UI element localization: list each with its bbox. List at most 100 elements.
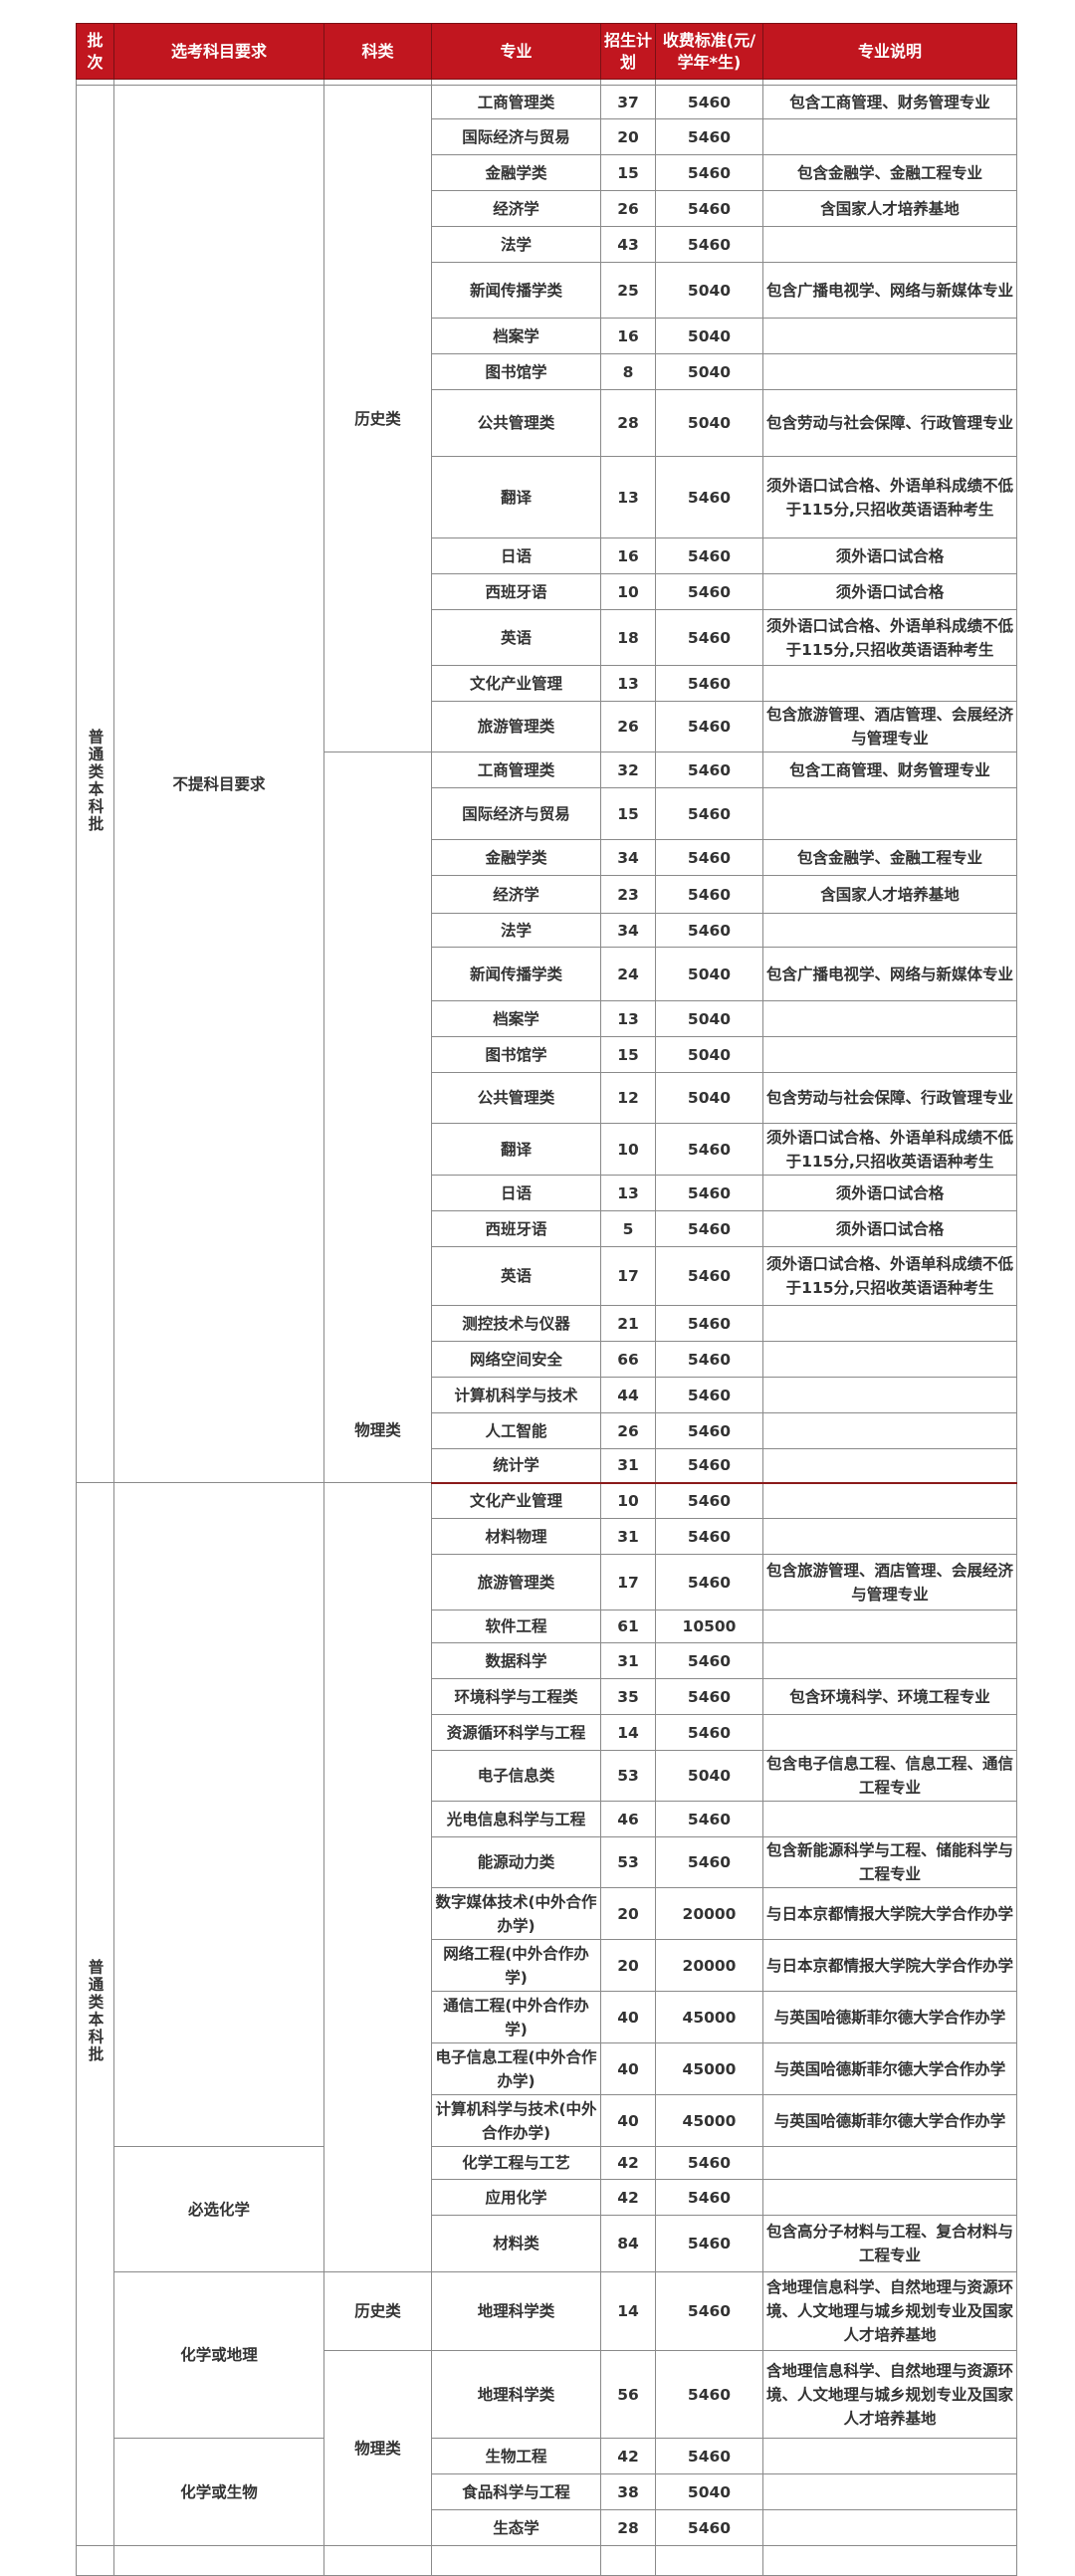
fee-cell: 10500 [655, 1610, 763, 1643]
plan-cell: 24 [600, 947, 656, 1001]
fee-cell: 5460 [655, 2215, 763, 2272]
plan-cell: 31 [600, 1518, 656, 1555]
plan-cell-text: 31 [617, 1651, 639, 1670]
fee-cell: 5460 [655, 839, 763, 876]
table-row: 生态学 28 5460 [77, 2509, 1017, 2546]
desc-cell: 包含环境科学、环境工程专业 [762, 1678, 1017, 1715]
desc-cell: 包含旅游管理、酒店管理、会展经济与管理专业 [762, 1554, 1017, 1610]
table-row: 西班牙语 10 5460 须外语口试合格 [77, 573, 1017, 610]
desc-cell [762, 1642, 1017, 1679]
major-cell: 工商管理类 [431, 751, 601, 788]
fee-cell-text: 5460 [687, 1723, 732, 1742]
major-cell-text: 新闻传播学类 [469, 281, 562, 300]
plan-cell: 84 [600, 2215, 656, 2272]
plan-cell: 53 [600, 1750, 656, 1802]
fee-cell-text: 5040 [687, 965, 732, 983]
plan-cell: 12 [600, 1072, 656, 1124]
major-cell-text: 旅游管理类 [477, 718, 555, 736]
fee-cell: 5460 [655, 1642, 763, 1679]
table-row: 金融学类 34 5460 包含金融学、金融工程专业 [77, 839, 1017, 876]
desc-cell-text: 含地理信息科学、自然地理与资源环境、人文地理与城乡规划专业及国家人才培养基地 [766, 2361, 1014, 2428]
table-row: 食品科学与工程 38 5040 [77, 2473, 1017, 2510]
desc-cell: 包含金融学、金融工程专业 [762, 839, 1017, 876]
plan-cell-text: 10 [617, 582, 639, 601]
fee-cell: 5460 [655, 1246, 763, 1306]
empty-cell [113, 2545, 324, 2576]
desc-cell: 须外语口试合格、外语单科成绩不低于115分,只招收英语语种考生 [762, 1123, 1017, 1176]
plan-cell: 61 [600, 1610, 656, 1643]
major-cell: 软件工程 [431, 1610, 601, 1643]
desc-cell: 包含电子信息工程、信息工程、通信工程专业 [762, 1750, 1017, 1802]
fee-cell-text: 5460 [687, 1527, 732, 1546]
major-cell-text: 人工智能 [485, 1421, 547, 1440]
fee-cell-text: 5040 [687, 1089, 732, 1107]
plan-cell: 40 [600, 2042, 656, 2095]
fee-cell: 5460 [655, 456, 763, 538]
desc-cell: 须外语口试合格、外语单科成绩不低于115分,只招收英语语种考生 [762, 609, 1017, 666]
major-cell: 英语 [431, 1246, 601, 1306]
plan-cell-text: 26 [617, 718, 639, 736]
major-cell: 数字媒体技术(中外合作办学) [431, 1887, 601, 1940]
table-row: 应用化学 42 5460 [77, 2179, 1017, 2216]
table-row: 化学或生物 生物工程 42 5460 [77, 2438, 1017, 2546]
plan-cell: 31 [600, 1448, 656, 1484]
major-cell: 档案学 [431, 1000, 601, 1037]
desc-cell: 包含劳动与社会保障、行政管理专业 [762, 389, 1017, 457]
major-cell: 新闻传播学类 [431, 262, 601, 319]
plan-cell-text: 53 [617, 1853, 639, 1871]
desc-cell: 与日本京都情报大学院大学合作办学 [762, 1887, 1017, 1940]
fee-cell: 5460 [655, 1714, 763, 1751]
major-cell-text: 文化产业管理 [469, 1491, 562, 1510]
fee-cell: 5460 [655, 1341, 763, 1378]
plan-cell-text: 17 [617, 1267, 639, 1285]
plan-cell-text: 32 [617, 760, 639, 779]
major-cell: 电子信息类 [431, 1750, 601, 1802]
major-cell-text: 地理科学类 [477, 2385, 555, 2404]
header-category: 科类 [323, 23, 432, 80]
plan-cell-text: 31 [617, 1527, 639, 1546]
major-cell: 西班牙语 [431, 573, 601, 610]
table-row: 网络空间安全 66 5460 [77, 1341, 1017, 1378]
plan-cell: 38 [600, 2473, 656, 2510]
desc-cell [762, 2146, 1017, 2180]
fee-cell: 5460 [655, 1448, 763, 1484]
major-cell-text: 翻译 [500, 488, 532, 507]
desc-cell-text: 须外语口试合格、外语单科成绩不低于115分,只招收英语语种考生 [766, 476, 1014, 519]
table-header: 批次 选考科目要求 科类 专业 招生计划 收费标准(元/学年*生) 专业说明 [76, 23, 1017, 80]
desc-cell: 与英国哈德斯菲尔德大学合作办学 [762, 1991, 1017, 2043]
major-cell-text: 金融学类 [485, 848, 547, 867]
desc-cell [762, 1036, 1017, 1073]
desc-cell: 与日本京都情报大学院大学合作办学 [762, 1939, 1017, 1992]
desc-cell-text: 包含金融学、金融工程专业 [796, 163, 982, 182]
plan-cell: 26 [600, 1412, 656, 1449]
category-cell-text: 物理类 [354, 2439, 401, 2458]
plan-cell: 23 [600, 875, 656, 914]
plan-cell: 20 [600, 1939, 656, 1992]
major-cell-text: 地理科学类 [477, 2302, 555, 2320]
plan-cell: 10 [600, 573, 656, 610]
fee-cell-text: 5460 [687, 718, 732, 736]
major-cell-text: 图书馆学 [485, 362, 547, 381]
fee-cell-text: 5460 [687, 921, 732, 940]
plan-cell-text: 5 [622, 1219, 634, 1238]
fee-cell-text: 5460 [687, 1140, 732, 1159]
fee-cell: 5460 [655, 751, 763, 788]
table-row: 化学或地理 历史类 地理科学类 14 5460 含地理信息科学、自然地理与资源环境、人文地… [77, 2271, 1017, 2439]
plan-cell-text: 28 [617, 414, 639, 432]
empty-cell [762, 2545, 1017, 2576]
fee-cell: 5460 [655, 1305, 763, 1342]
major-cell: 旅游管理类 [431, 701, 601, 752]
fee-cell: 5460 [655, 118, 763, 155]
desc-cell-text: 须外语口试合格、外语单科成绩不低于115分,只招收英语语种考生 [766, 1128, 1014, 1171]
major-cell-text: 软件工程 [485, 1617, 547, 1635]
plan-cell: 40 [600, 1991, 656, 2043]
plan-cell: 13 [600, 665, 656, 702]
category-cell-text: 历史类 [354, 2302, 401, 2320]
table-row [76, 2545, 1017, 2576]
plan-cell-text: 20 [617, 1904, 639, 1923]
plan-cell: 66 [600, 1341, 656, 1378]
desc-cell [762, 787, 1017, 840]
plan-cell: 8 [600, 353, 656, 390]
fee-cell-text: 5460 [687, 93, 732, 111]
fee-cell-text: 10500 [682, 1617, 737, 1635]
